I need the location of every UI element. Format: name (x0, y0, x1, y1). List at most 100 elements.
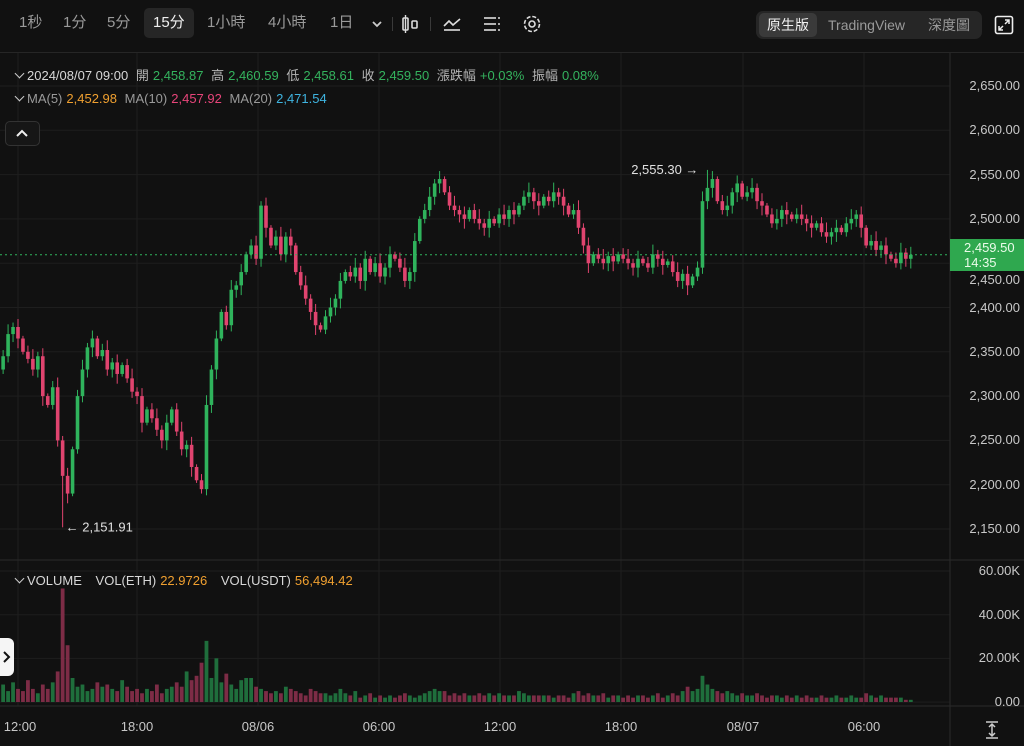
interval-15m[interactable]: 15分 (144, 8, 194, 38)
volume-bar (80, 684, 85, 702)
interval-1h[interactable]: 1小時 (207, 14, 246, 31)
volume-tick-label: 40.00K (978, 606, 1020, 622)
time-tick-label: 18:00 (120, 719, 154, 734)
candle-body (388, 254, 392, 268)
candle-body (130, 378, 134, 392)
volume-bar (120, 680, 125, 702)
volume-bar (254, 686, 258, 702)
chevron-down-icon[interactable] (367, 14, 387, 34)
interval-1m[interactable]: 1分 (63, 14, 87, 31)
volume-bar (338, 688, 343, 702)
volume-bar (16, 688, 20, 702)
candle-body (249, 245, 253, 255)
candle-body (775, 218, 779, 224)
collapse-legend-button[interactable] (5, 121, 40, 146)
candlestick-type-icon[interactable] (400, 14, 420, 34)
volume-bar (799, 697, 804, 702)
volume-bar (6, 691, 10, 702)
candle-body (6, 334, 10, 357)
volume-bar (755, 693, 759, 702)
volume-bar (209, 677, 214, 702)
volume-bar (95, 682, 100, 702)
interval-1s[interactable]: 1秒 (19, 14, 43, 31)
gear-icon[interactable] (522, 14, 542, 34)
candle-body (477, 218, 482, 224)
candle-body (442, 179, 447, 193)
candle-body (179, 431, 184, 450)
volume-bar (363, 695, 368, 702)
volume-bar (140, 693, 144, 702)
candle-body (894, 258, 898, 264)
volume-bar (219, 682, 224, 702)
candle-body (904, 252, 908, 259)
candle-body (804, 218, 809, 224)
view-tradingview[interactable]: TradingView (828, 17, 906, 33)
candle-body (854, 214, 859, 219)
volume-bar (879, 695, 883, 702)
volume-bar (229, 684, 234, 702)
volume-bar (179, 686, 184, 702)
interval-1d[interactable]: 1日 (330, 14, 354, 31)
candle-body (378, 263, 382, 277)
candle-body (11, 326, 15, 335)
volume-bar (859, 697, 864, 702)
collapse-chevron-icon[interactable] (14, 68, 25, 79)
collapse-chevron-icon[interactable] (14, 573, 25, 584)
list-settings-icon[interactable] (482, 14, 502, 34)
volume-bar (774, 695, 779, 702)
auto-scale-icon[interactable] (982, 720, 1002, 740)
volume-bar (169, 686, 174, 702)
collapse-chevron-icon[interactable] (14, 91, 25, 102)
candle-body (606, 256, 611, 264)
candle-body (373, 263, 377, 273)
indicator-icon[interactable] (442, 14, 462, 34)
volume-bar (422, 693, 427, 702)
volume-bar (512, 695, 516, 702)
candle-body (497, 214, 501, 224)
volume-bar (288, 688, 293, 702)
candle-body (70, 449, 75, 494)
scroll-right-button[interactable] (0, 638, 14, 676)
high-value: 2,460.59 (228, 68, 279, 83)
candle-body (551, 192, 556, 202)
interval-5m[interactable]: 5分 (107, 14, 131, 31)
volume-bar (680, 691, 685, 702)
volume-bar (437, 691, 442, 702)
candle-body (65, 475, 70, 494)
volume-bar (561, 695, 566, 702)
volume-bar (432, 688, 437, 702)
candle-body (517, 205, 521, 215)
candle-body (60, 440, 65, 476)
view-depth[interactable]: 深度圖 (928, 17, 970, 33)
close-value: 2,459.50 (378, 68, 430, 83)
volume-bar (45, 688, 50, 702)
open-label: 開 (135, 68, 149, 83)
view-native[interactable]: 原生版 (759, 13, 817, 37)
candle-body (462, 214, 467, 219)
volume-bar (571, 693, 576, 702)
candle-body (591, 254, 596, 264)
ma5-label: MA(5) (27, 91, 63, 106)
volume-bar (720, 693, 725, 702)
volume-bar (636, 695, 640, 702)
candle-body (427, 196, 432, 211)
volume-bar (154, 684, 159, 702)
candle-body (323, 316, 328, 330)
volume-bar (55, 671, 60, 702)
volume-bar (864, 693, 869, 702)
expand-icon[interactable] (994, 15, 1014, 35)
volume-bar (100, 686, 105, 702)
interval-4h[interactable]: 4小時 (268, 14, 307, 31)
candle-body (1, 356, 5, 370)
candle-body (333, 298, 338, 308)
change-label: 漲跌幅 (436, 68, 476, 83)
volume-bar (407, 695, 412, 702)
volume-bar (794, 695, 799, 702)
volume-bar (650, 695, 655, 702)
candle-body (45, 396, 50, 405)
candle-body (244, 254, 248, 273)
vol-usdt-label: VOL(USDT) (220, 573, 291, 588)
candle-body (189, 444, 194, 467)
candle-body (105, 350, 110, 370)
